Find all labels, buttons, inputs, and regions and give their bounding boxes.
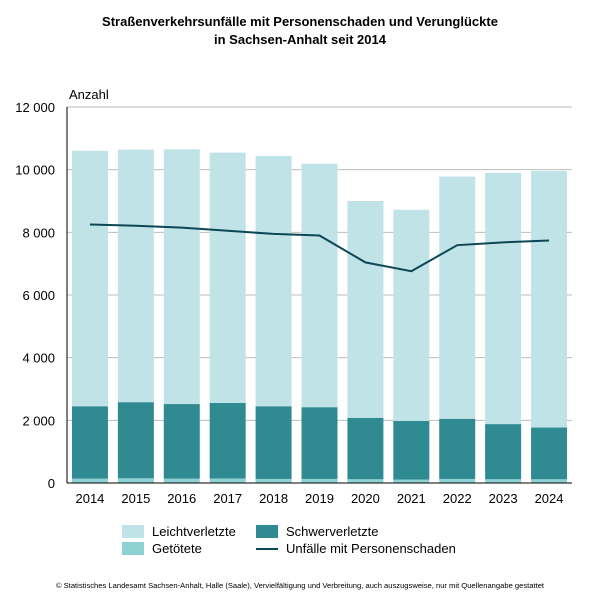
bar-get-tete-2019 bbox=[301, 478, 338, 483]
y-tick-label: 2 000 bbox=[22, 413, 55, 428]
bar-leichtverletzte-2022 bbox=[439, 176, 476, 419]
y-tick-label: 8 000 bbox=[22, 225, 55, 240]
bar-get-tete-2023 bbox=[485, 479, 522, 483]
legend-label-getoetete: Getötete bbox=[152, 541, 202, 556]
y-tick-label: 12 000 bbox=[15, 100, 55, 115]
legend-swatch-getoetete bbox=[122, 542, 144, 555]
y-axis-label: Anzahl bbox=[69, 87, 109, 102]
bar-leichtverletzte-2023 bbox=[485, 172, 522, 425]
bar-leichtverletzte-2021 bbox=[393, 209, 430, 421]
bar-get-tete-2016 bbox=[163, 478, 200, 483]
bar-leichtverletzte-2017 bbox=[209, 152, 246, 403]
x-tick-label: 2016 bbox=[167, 491, 196, 506]
bar-schwerverletzte-2019 bbox=[301, 407, 338, 479]
bar-schwerverletzte-2024 bbox=[531, 427, 568, 480]
bar-get-tete-2014 bbox=[71, 478, 108, 483]
y-tick-label: 4 000 bbox=[22, 351, 55, 366]
x-tick-label: 2020 bbox=[351, 491, 380, 506]
bar-get-tete-2021 bbox=[393, 479, 430, 483]
legend-label-schwerverletzte: Schwerverletzte bbox=[286, 524, 379, 539]
legend-swatch-schwerverletzte bbox=[256, 525, 278, 538]
line-series bbox=[89, 223, 550, 273]
bar-schwerverletzte-2021 bbox=[393, 420, 430, 480]
x-tick-label: 2018 bbox=[259, 491, 288, 506]
bar-schwerverletzte-2018 bbox=[255, 406, 292, 479]
line-unfaelle-mit-personenschaden bbox=[89, 223, 550, 273]
copyright-footer: © Statistisches Landesamt Sachsen-Anhalt… bbox=[55, 581, 545, 590]
bar-leichtverletzte-2019 bbox=[301, 163, 338, 408]
x-tick-label: 2023 bbox=[489, 491, 518, 506]
chart-title-line-1: Straßenverkehrsunfälle mit Personenschad… bbox=[102, 14, 498, 29]
chart-title-line-2: in Sachsen-Anhalt seit 2014 bbox=[214, 32, 386, 47]
bar-get-tete-2018 bbox=[255, 478, 292, 483]
bar-schwerverletzte-2020 bbox=[347, 417, 384, 480]
y-tick-label: 0 bbox=[48, 476, 55, 491]
bar-get-tete-2015 bbox=[117, 478, 154, 483]
bar-leichtverletzte-2014 bbox=[71, 150, 108, 407]
y-tick-label: 6 000 bbox=[22, 288, 55, 303]
legend-label-leichtverletzte: Leichtverletzte bbox=[152, 524, 236, 539]
bar-get-tete-2017 bbox=[209, 478, 246, 483]
bar-get-tete-2024 bbox=[531, 479, 568, 483]
x-tick-label: 2024 bbox=[535, 491, 564, 506]
bar-get-tete-2020 bbox=[347, 479, 384, 483]
x-tick-label: 2017 bbox=[213, 491, 242, 506]
bar-schwerverletzte-2023 bbox=[485, 424, 522, 480]
x-tick-label: 2022 bbox=[443, 491, 472, 506]
bar-get-tete-2022 bbox=[439, 478, 476, 483]
bar-leichtverletzte-2018 bbox=[255, 155, 292, 407]
x-tick-label: 2021 bbox=[397, 491, 426, 506]
bar-schwerverletzte-2022 bbox=[439, 418, 476, 479]
x-tick-label: 2015 bbox=[121, 491, 150, 506]
bar-leichtverletzte-2020 bbox=[347, 201, 384, 418]
legend-swatch-unfaelle bbox=[256, 548, 278, 550]
legend-label-unfaelle: Unfälle mit Personenschaden bbox=[286, 541, 456, 556]
chart-title: Straßenverkehrsunfälle mit Personenschad… bbox=[0, 13, 600, 49]
bars bbox=[71, 149, 568, 483]
bar-leichtverletzte-2024 bbox=[531, 170, 568, 428]
bar-schwerverletzte-2017 bbox=[209, 402, 246, 479]
bar-schwerverletzte-2016 bbox=[163, 404, 200, 479]
bar-schwerverletzte-2015 bbox=[117, 402, 154, 479]
axes: 0 2 000 4 000 6 000 8 000 10 000 12 000 2014 201… bbox=[15, 100, 572, 506]
bar-schwerverletzte-2014 bbox=[71, 406, 108, 479]
bar-leichtverletzte-2015 bbox=[117, 149, 154, 403]
legend-swatch-leichtverletzte bbox=[122, 525, 144, 538]
x-tick-label: 2014 bbox=[75, 491, 104, 506]
y-tick-label: 10 000 bbox=[15, 163, 55, 178]
x-tick-label: 2019 bbox=[305, 491, 334, 506]
bar-leichtverletzte-2016 bbox=[163, 149, 200, 405]
